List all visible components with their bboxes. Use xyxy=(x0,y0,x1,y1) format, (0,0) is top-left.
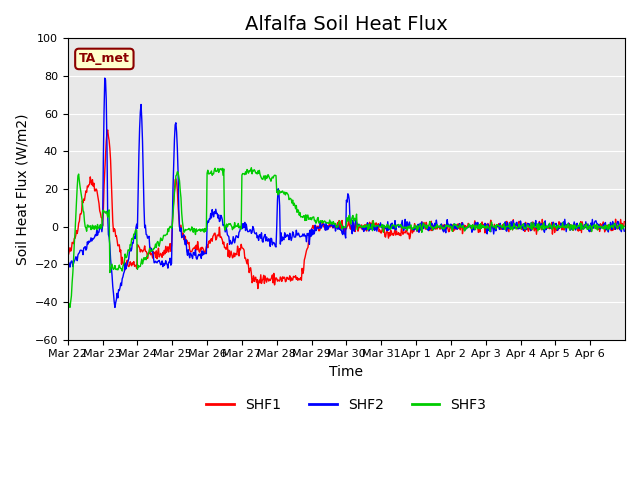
SHF3 xyxy=(248,165,255,170)
SHF2 xyxy=(260,233,268,239)
SHF2 xyxy=(131,233,138,239)
SHF3 xyxy=(282,192,289,198)
SHF3 xyxy=(620,223,628,229)
SHF1 xyxy=(260,281,268,287)
SHF1 xyxy=(104,127,111,133)
Y-axis label: Soil Heat Flux (W/m2): Soil Heat Flux (W/m2) xyxy=(15,113,29,265)
Text: TA_met: TA_met xyxy=(79,52,130,65)
SHF3 xyxy=(130,231,138,237)
Line: SHF2: SHF2 xyxy=(68,78,624,307)
X-axis label: Time: Time xyxy=(330,365,364,379)
SHF1 xyxy=(282,279,289,285)
SHF2 xyxy=(111,304,119,310)
SHF3 xyxy=(66,304,74,310)
Line: SHF3: SHF3 xyxy=(68,168,624,307)
SHF2 xyxy=(282,235,289,240)
SHF3 xyxy=(405,224,413,229)
SHF1 xyxy=(405,230,413,236)
Line: SHF1: SHF1 xyxy=(68,130,624,288)
SHF3 xyxy=(64,298,72,304)
Title: Alfalfa Soil Heat Flux: Alfalfa Soil Heat Flux xyxy=(245,15,448,34)
SHF2 xyxy=(405,222,413,228)
SHF2 xyxy=(64,267,72,273)
SHF2 xyxy=(436,224,444,230)
SHF1 xyxy=(436,227,444,232)
SHF3 xyxy=(436,224,444,229)
SHF2 xyxy=(620,228,628,234)
SHF3 xyxy=(260,173,268,179)
SHF3 xyxy=(232,224,240,229)
SHF2 xyxy=(233,233,241,239)
SHF1 xyxy=(64,251,72,256)
SHF1 xyxy=(620,219,628,225)
SHF2 xyxy=(101,75,109,81)
SHF1 xyxy=(130,259,138,264)
Legend: SHF1, SHF2, SHF3: SHF1, SHF2, SHF3 xyxy=(201,392,492,417)
SHF1 xyxy=(232,251,240,256)
SHF1 xyxy=(254,286,262,291)
